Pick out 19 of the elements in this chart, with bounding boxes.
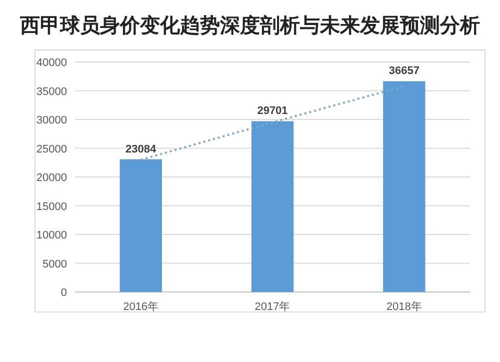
chart-title: 西甲球员身价变化趋势深度剖析与未来发展预测分析 [19, 14, 480, 37]
x-tick-label: 2017年 [254, 301, 290, 313]
bar [251, 121, 294, 292]
y-tick-label: 10000 [36, 230, 67, 242]
bar [383, 81, 426, 292]
y-tick-label: 40000 [36, 57, 67, 69]
y-tick-label: 5000 [42, 258, 67, 270]
bar [120, 159, 162, 292]
y-tick-label: 20000 [36, 172, 67, 184]
x-tick-label: 2018年 [386, 301, 422, 313]
y-tick-label: 25000 [36, 143, 67, 156]
data-label: 36657 [388, 65, 420, 78]
y-tick-label: 15000 [36, 200, 67, 213]
y-tick-label: 30000 [36, 114, 67, 126]
data-label: 29701 [257, 105, 288, 118]
y-tick-label: 0 [60, 287, 67, 299]
y-tick-label: 35000 [36, 86, 67, 98]
x-tick-label: 2016年 [123, 301, 159, 313]
data-label: 23084 [126, 143, 158, 156]
